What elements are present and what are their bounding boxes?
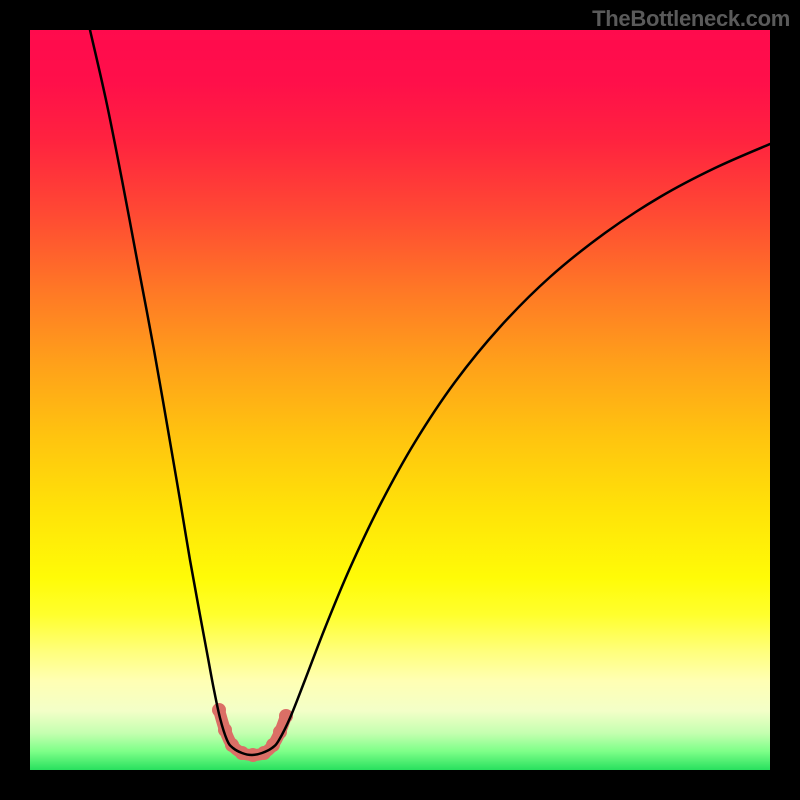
chart-svg bbox=[30, 30, 770, 770]
watermark-label: TheBottleneck.com bbox=[592, 6, 790, 32]
chart-frame: TheBottleneck.com bbox=[0, 0, 800, 800]
gradient-background bbox=[30, 30, 770, 770]
plot-area bbox=[30, 30, 770, 770]
